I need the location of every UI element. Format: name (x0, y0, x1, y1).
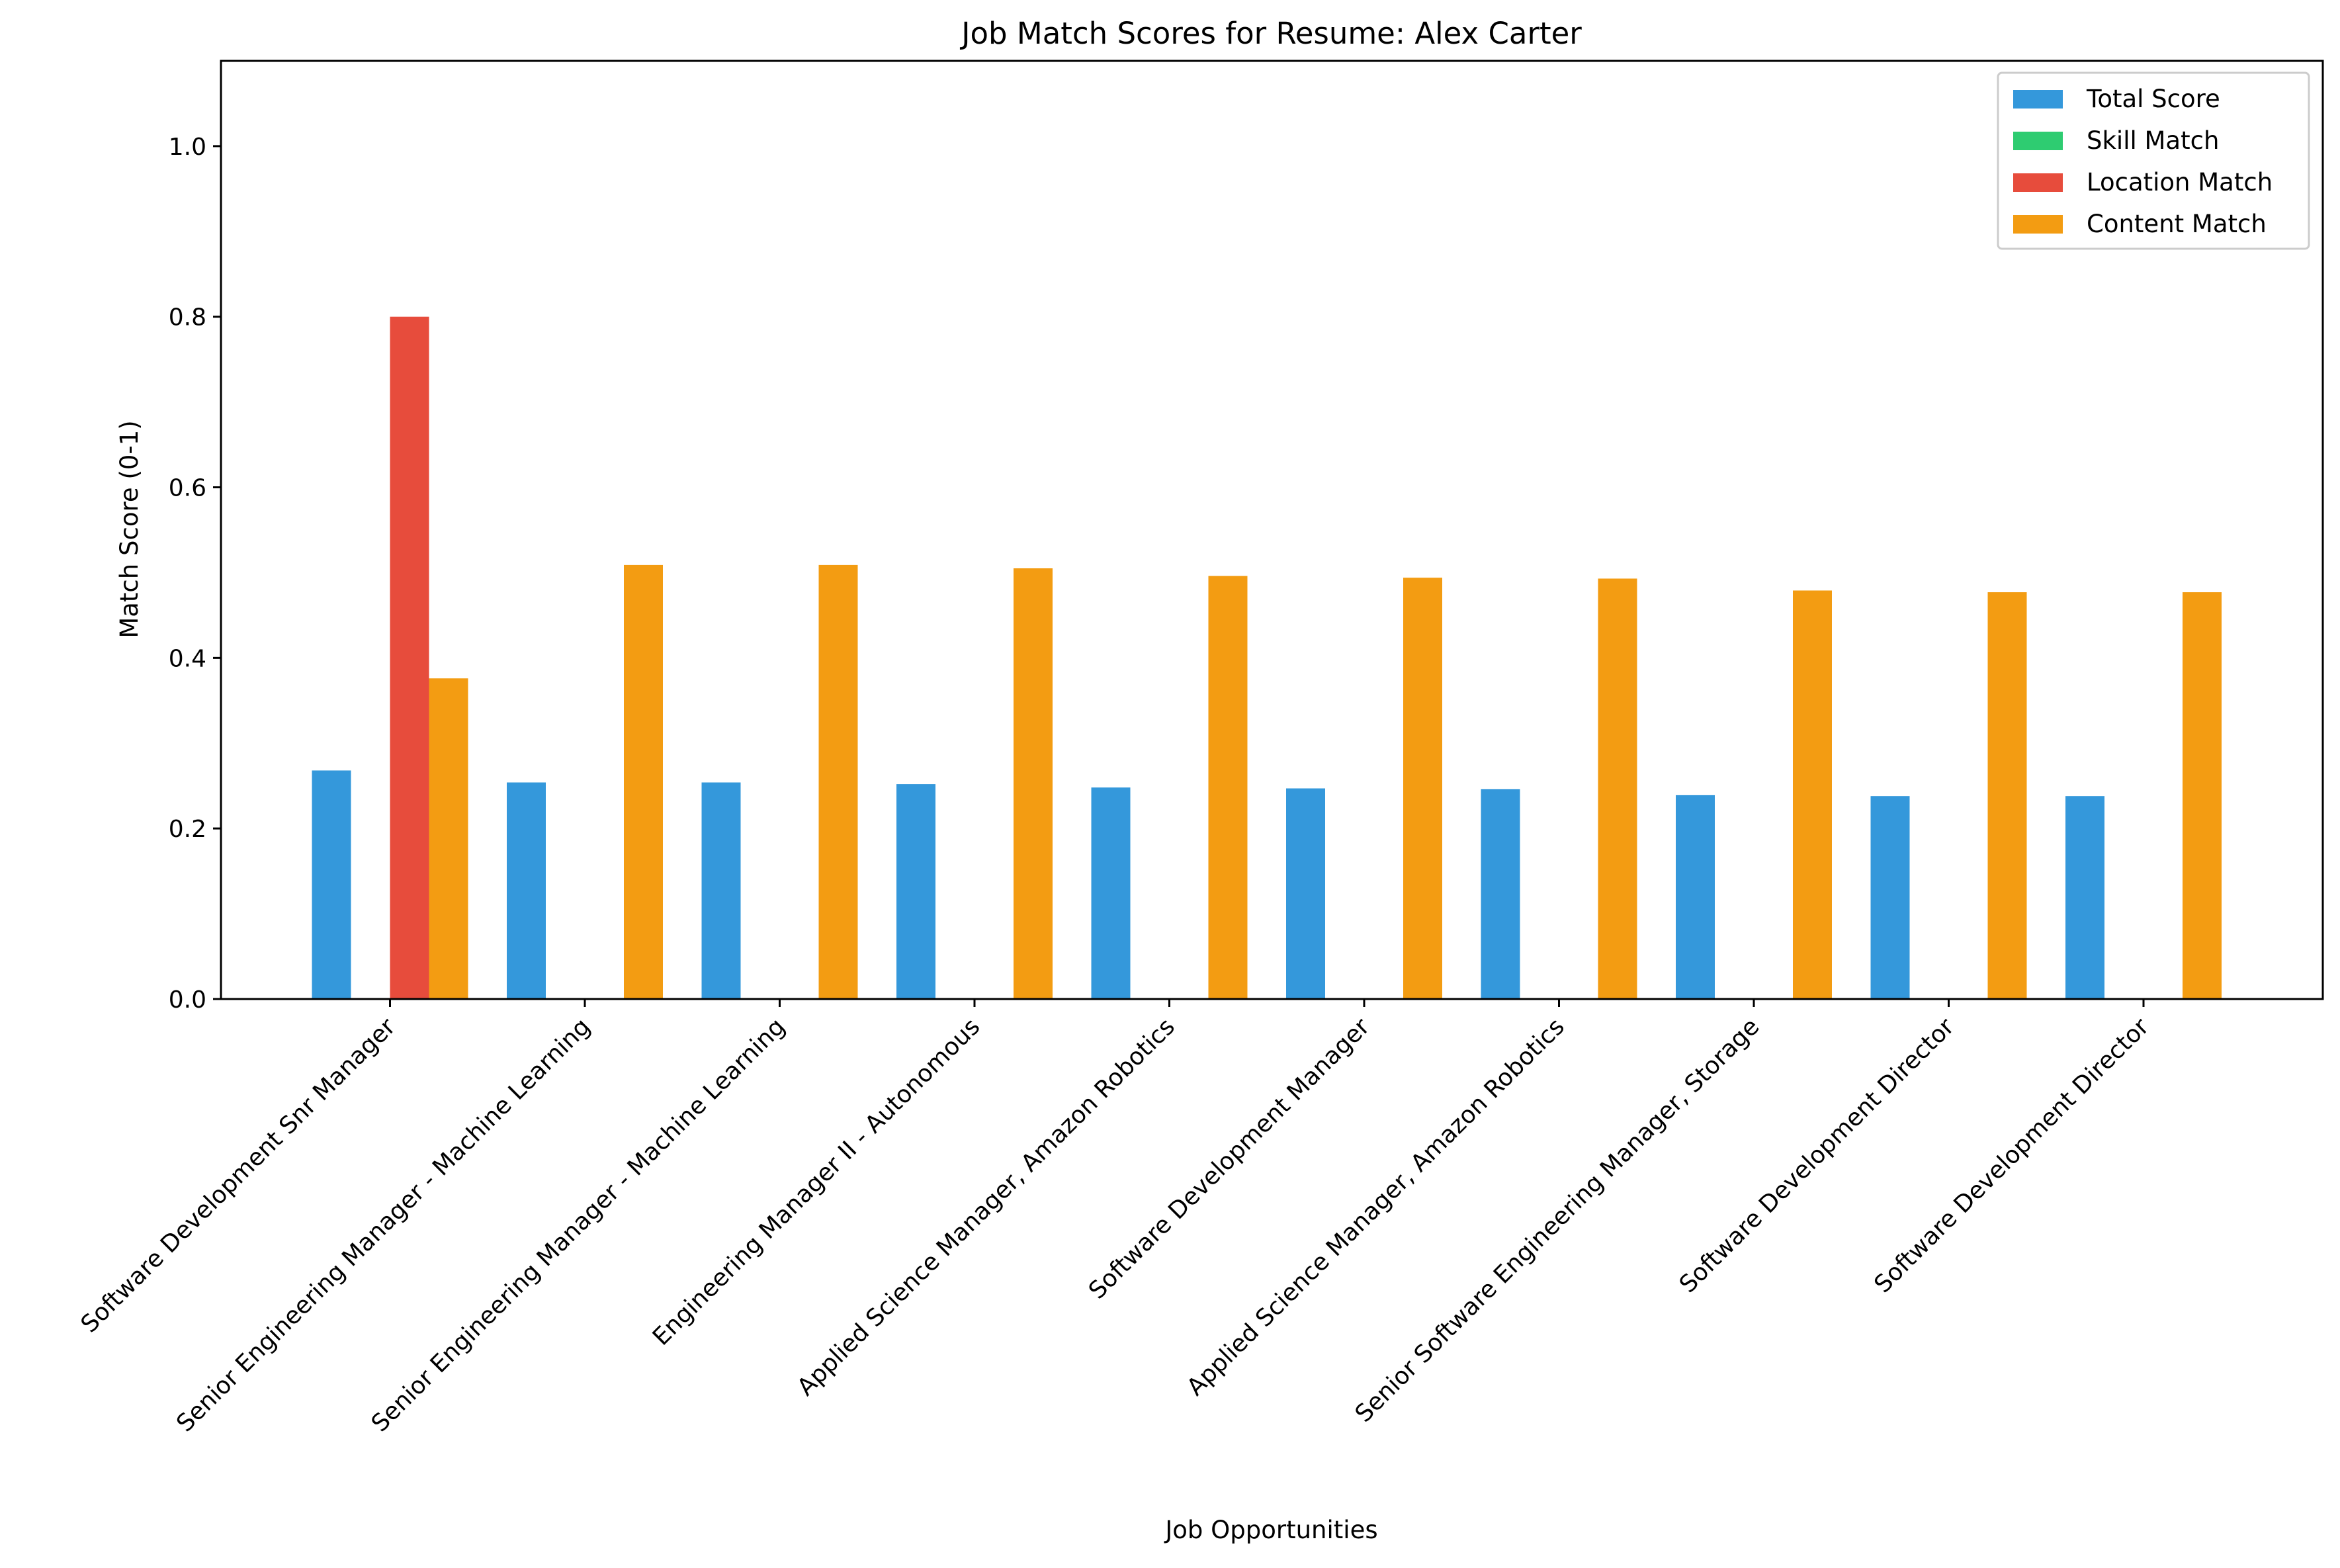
legend-swatch-total-score (2013, 90, 2063, 109)
legend-label-location-match: Location Match (2087, 168, 2273, 196)
bar-content-match-8 (1987, 592, 2027, 999)
bar-content-match-7 (1793, 590, 1832, 999)
bar-content-match-1 (624, 564, 663, 999)
y-tick-label-4: 0.8 (169, 304, 206, 331)
bar-total-score-8 (1870, 796, 1910, 999)
bar-total-score-3 (896, 784, 935, 999)
y-tick-label-0: 0.0 (169, 986, 206, 1014)
bar-total-score-1 (507, 782, 546, 999)
bar-total-score-0 (312, 770, 351, 999)
bar-total-score-6 (1481, 789, 1520, 999)
bar-content-match-3 (1014, 568, 1053, 999)
y-tick-label-5: 1.0 (169, 134, 206, 161)
bar-content-match-0 (429, 678, 468, 999)
bar-content-match-6 (1598, 578, 1637, 999)
bar-location-match-0 (390, 316, 429, 1000)
legend-label-total-score: Total Score (2086, 85, 2220, 113)
y-axis-label: Match Score (0-1) (115, 420, 144, 638)
bar-content-match-4 (1208, 576, 1248, 999)
y-tick-label-1: 0.2 (169, 816, 206, 843)
legend: Total Score Skill Match Location Match C… (1997, 71, 2310, 250)
bar-total-score-7 (1676, 795, 1715, 999)
bar-content-match-9 (2183, 592, 2222, 999)
legend-swatch-content-match (2013, 215, 2063, 234)
legend-swatch-location-match (2013, 173, 2063, 192)
bars-layer (312, 316, 2222, 1000)
y-axis: 0.0 0.2 0.4 0.6 0.8 1.0 (169, 134, 221, 1014)
bar-content-match-2 (818, 564, 858, 999)
chart-title: Job Match Scores for Resume: Alex Carter (959, 16, 1582, 51)
bar-total-score-2 (701, 782, 741, 999)
y-tick-label-3: 0.6 (169, 475, 206, 502)
x-axis-label: Job Opportunities (1164, 1516, 1377, 1544)
y-tick-label-2: 0.4 (169, 645, 206, 672)
bar-content-match-5 (1403, 578, 1442, 999)
legend-swatch-skill-match (2013, 132, 2063, 150)
legend-frame (1997, 71, 2310, 250)
legend-label-content-match: Content Match (2087, 210, 2267, 238)
legend-label-skill-match: Skill Match (2087, 126, 2219, 155)
bar-total-score-4 (1091, 787, 1131, 999)
plot-frame (220, 60, 2324, 1000)
bar-total-score-9 (2065, 796, 2104, 999)
bar-total-score-5 (1286, 788, 1325, 999)
